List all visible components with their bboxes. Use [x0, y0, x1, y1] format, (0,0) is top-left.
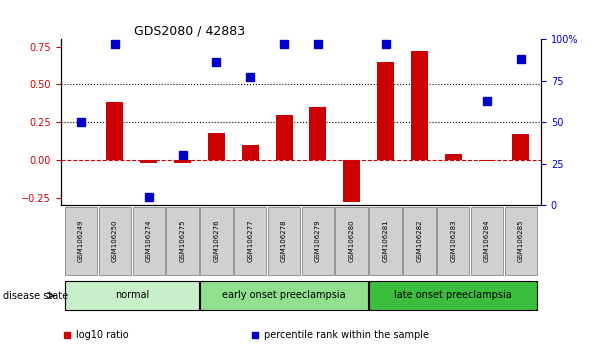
Text: percentile rank within the sample: percentile rank within the sample: [264, 330, 429, 339]
FancyBboxPatch shape: [133, 207, 165, 275]
Bar: [309, 107, 326, 160]
Text: GSM106278: GSM106278: [281, 219, 287, 262]
Text: GSM106280: GSM106280: [349, 219, 354, 262]
FancyBboxPatch shape: [268, 207, 300, 275]
Bar: [275, 115, 292, 160]
Text: GSM106250: GSM106250: [112, 219, 118, 262]
Text: GSM106284: GSM106284: [484, 219, 490, 262]
Bar: [344, 160, 360, 202]
Text: normal: normal: [115, 290, 149, 300]
Text: early onset preeclampsia: early onset preeclampsia: [223, 290, 346, 300]
FancyBboxPatch shape: [369, 207, 402, 275]
FancyBboxPatch shape: [200, 207, 233, 275]
FancyBboxPatch shape: [336, 207, 368, 275]
Text: GSM106283: GSM106283: [450, 219, 456, 262]
FancyBboxPatch shape: [437, 207, 469, 275]
Text: GSM106282: GSM106282: [416, 219, 423, 262]
FancyBboxPatch shape: [369, 281, 537, 310]
Bar: [444, 154, 461, 160]
FancyBboxPatch shape: [200, 281, 368, 310]
FancyBboxPatch shape: [505, 207, 537, 275]
Bar: [242, 145, 258, 160]
Bar: [106, 102, 123, 160]
Text: log10 ratio: log10 ratio: [76, 330, 129, 339]
Text: GSM106281: GSM106281: [382, 219, 389, 262]
Bar: [478, 160, 496, 161]
Text: GSM106274: GSM106274: [146, 219, 152, 262]
FancyBboxPatch shape: [65, 207, 97, 275]
Bar: [140, 160, 157, 163]
Text: disease state: disease state: [3, 291, 68, 301]
FancyBboxPatch shape: [98, 207, 131, 275]
FancyBboxPatch shape: [234, 207, 266, 275]
Text: GSM106249: GSM106249: [78, 219, 84, 262]
Text: GDS2080 / 42883: GDS2080 / 42883: [134, 25, 245, 38]
Bar: [174, 160, 191, 163]
Text: GSM106275: GSM106275: [179, 219, 185, 262]
Bar: [513, 134, 530, 160]
FancyBboxPatch shape: [65, 281, 199, 310]
FancyBboxPatch shape: [302, 207, 334, 275]
FancyBboxPatch shape: [167, 207, 199, 275]
Text: late onset preeclampsia: late onset preeclampsia: [395, 290, 512, 300]
Bar: [208, 133, 225, 160]
Bar: [411, 51, 428, 160]
Text: GSM106277: GSM106277: [247, 219, 253, 262]
Text: GSM106285: GSM106285: [518, 219, 524, 262]
Text: GSM106276: GSM106276: [213, 219, 219, 262]
FancyBboxPatch shape: [403, 207, 435, 275]
Bar: [377, 62, 394, 160]
Text: GSM106279: GSM106279: [315, 219, 321, 262]
FancyBboxPatch shape: [471, 207, 503, 275]
